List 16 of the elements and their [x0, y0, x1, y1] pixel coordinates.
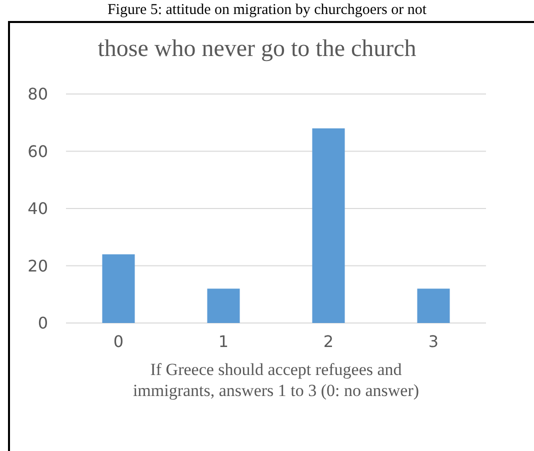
x-axis-title: If Greece should accept refugees and immigrants, answers 1 to 3 (0: no answer)	[132, 360, 420, 400]
x-tick-label: 2	[323, 332, 334, 351]
x-tick-label: 0	[113, 332, 124, 351]
y-tick-label: 60	[28, 142, 48, 161]
y-tick-label: 40	[28, 199, 48, 218]
chart-title: those who never go to the church	[98, 36, 416, 62]
y-tick-label: 80	[28, 84, 48, 104]
bar	[417, 288, 450, 323]
x-tick-label: 3	[428, 332, 439, 351]
bar	[102, 254, 135, 323]
bar	[312, 128, 345, 323]
caption: Figure 5: attitude on migration by churchgoers or not	[107, 2, 428, 18]
y-tick-label: 20	[28, 256, 48, 276]
bar	[207, 288, 240, 323]
x-tick-label: 1	[218, 332, 229, 351]
y-tick-label: 0	[38, 314, 48, 333]
